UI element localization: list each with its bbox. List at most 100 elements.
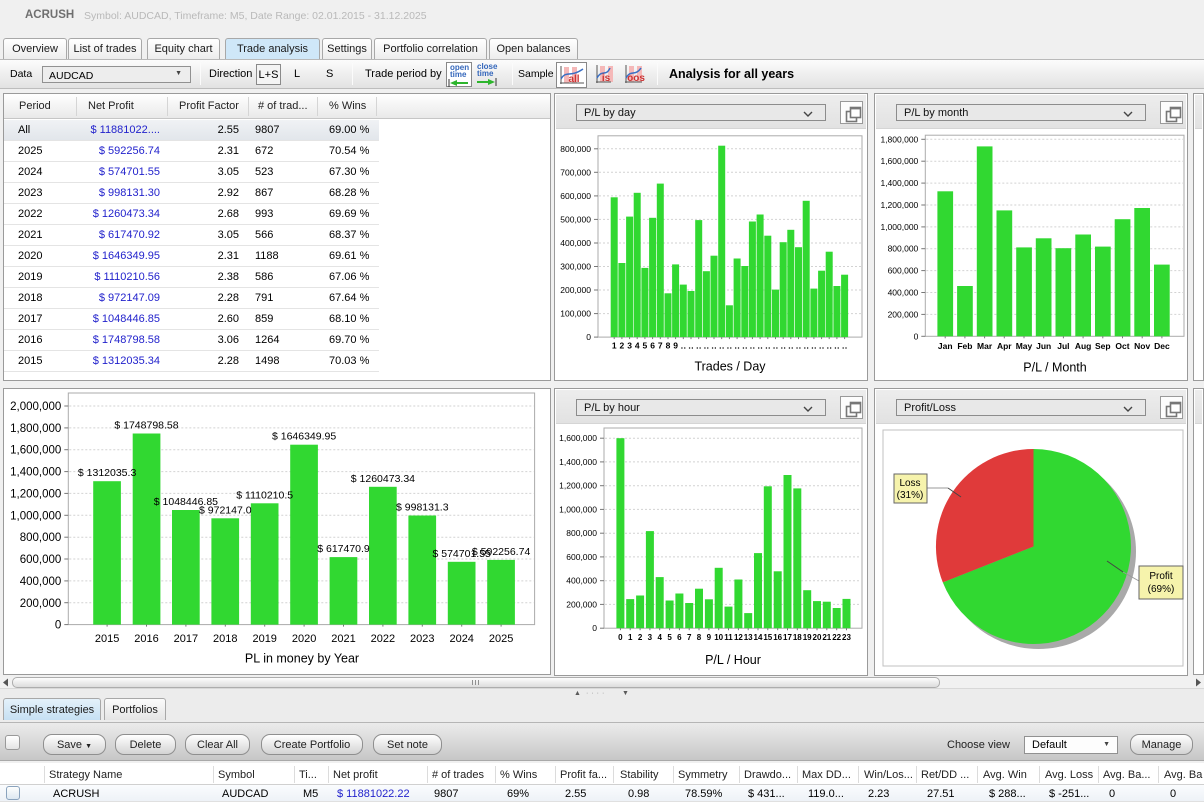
svg-text:10: 10 [714, 633, 723, 642]
svg-text:1,200,000: 1,200,000 [559, 481, 597, 491]
svg-text:400,000: 400,000 [566, 576, 597, 586]
svg-text:2018: 2018 [213, 633, 237, 645]
svg-text:100,000: 100,000 [560, 309, 591, 319]
svg-text:‥: ‥ [696, 341, 702, 351]
svg-text:15: 15 [763, 633, 772, 642]
svg-text:‥: ‥ [734, 341, 740, 351]
svg-text:9: 9 [707, 633, 712, 642]
svg-text:700,000: 700,000 [560, 167, 591, 177]
svg-text:‥: ‥ [688, 341, 694, 351]
svg-text:400,000: 400,000 [888, 288, 919, 298]
svg-text:2020: 2020 [292, 633, 316, 645]
svg-text:400,000: 400,000 [560, 238, 591, 248]
svg-text:1,600,000: 1,600,000 [559, 433, 597, 443]
svg-text:1,800,000: 1,800,000 [10, 423, 61, 435]
svg-text:$ 1748798.58: $ 1748798.58 [114, 420, 178, 432]
svg-text:1,000,000: 1,000,000 [10, 510, 61, 522]
svg-text:18: 18 [793, 633, 802, 642]
svg-text:Apr: Apr [997, 341, 1012, 351]
svg-text:3: 3 [627, 341, 632, 351]
svg-text:1,400,000: 1,400,000 [559, 457, 597, 467]
svg-text:800,000: 800,000 [566, 528, 597, 538]
svg-text:‥: ‥ [757, 341, 763, 351]
svg-text:‥: ‥ [727, 341, 733, 351]
svg-text:Profit: Profit [1149, 571, 1173, 582]
svg-text:2022: 2022 [371, 633, 395, 645]
svg-text:$ 1110210.5: $ 1110210.5 [236, 489, 293, 501]
svg-text:0: 0 [618, 633, 623, 642]
svg-text:2024: 2024 [449, 633, 473, 645]
svg-text:800,000: 800,000 [20, 532, 62, 544]
svg-text:all: all [568, 74, 579, 85]
svg-text:‥: ‥ [719, 341, 725, 351]
svg-text:‥: ‥ [704, 341, 710, 351]
svg-text:‥: ‥ [711, 341, 717, 351]
svg-text:0: 0 [592, 623, 597, 633]
svg-text:7: 7 [658, 341, 663, 351]
svg-text:14: 14 [754, 633, 763, 642]
svg-text:‥: ‥ [796, 341, 802, 351]
svg-text:2016: 2016 [134, 633, 158, 645]
svg-text:7: 7 [687, 633, 692, 642]
svg-text:‥: ‥ [811, 341, 817, 351]
svg-text:19: 19 [803, 633, 812, 642]
svg-text:6: 6 [677, 633, 682, 642]
svg-text:$ 1312035.3: $ 1312035.3 [78, 467, 137, 479]
svg-text:400,000: 400,000 [20, 576, 62, 588]
svg-text:‥: ‥ [773, 341, 779, 351]
svg-text:1: 1 [628, 633, 633, 642]
svg-text:‥: ‥ [826, 341, 832, 351]
svg-text:2017: 2017 [174, 633, 198, 645]
svg-text:$ 1646349.95: $ 1646349.95 [272, 431, 336, 443]
svg-text:12: 12 [734, 633, 743, 642]
svg-text:$ 574701.55: $ 574701.55 [432, 548, 491, 560]
svg-text:2: 2 [620, 341, 625, 351]
svg-text:‥: ‥ [788, 341, 794, 351]
svg-text:(69%): (69%) [1148, 584, 1175, 595]
svg-text:$ 592256.74: $ 592256.74 [472, 546, 531, 558]
svg-text:200,000: 200,000 [888, 309, 919, 319]
svg-text:Dec: Dec [1154, 341, 1170, 351]
svg-text:800,000: 800,000 [888, 244, 919, 254]
svg-text:600,000: 600,000 [566, 552, 597, 562]
svg-text:300,000: 300,000 [560, 262, 591, 272]
svg-text:Nov: Nov [1134, 341, 1150, 351]
svg-text:200,000: 200,000 [566, 599, 597, 609]
svg-text:1: 1 [612, 341, 617, 351]
svg-text:PL in money by Year: PL in money by Year [245, 651, 359, 665]
svg-text:200,000: 200,000 [20, 598, 62, 610]
svg-text:P/L / Hour: P/L / Hour [705, 653, 761, 667]
svg-text:Trades / Day: Trades / Day [694, 360, 766, 374]
svg-text:‥: ‥ [819, 341, 825, 351]
svg-text:4: 4 [635, 341, 640, 351]
svg-text:Jun: Jun [1036, 341, 1051, 351]
svg-text:2021: 2021 [331, 633, 355, 645]
svg-text:17: 17 [783, 633, 792, 642]
svg-text:600,000: 600,000 [888, 266, 919, 276]
svg-text:‥: ‥ [750, 341, 756, 351]
svg-text:2: 2 [638, 633, 643, 642]
svg-text:22: 22 [832, 633, 841, 642]
svg-text:16: 16 [773, 633, 782, 642]
svg-text:$ 972147.0: $ 972147.0 [199, 504, 252, 516]
svg-text:‥: ‥ [765, 341, 771, 351]
svg-text:$ 998131.3: $ 998131.3 [396, 502, 449, 514]
svg-text:0: 0 [586, 332, 591, 342]
svg-text:$ 1048446.85: $ 1048446.85 [154, 496, 218, 508]
svg-text:‥: ‥ [834, 341, 840, 351]
svg-text:6: 6 [650, 341, 655, 351]
svg-text:Sep: Sep [1095, 341, 1111, 351]
svg-text:Oct: Oct [1115, 341, 1129, 351]
svg-text:2,000,000: 2,000,000 [10, 401, 61, 413]
svg-text:0: 0 [914, 331, 919, 341]
svg-text:11: 11 [724, 633, 733, 642]
svg-text:3: 3 [648, 633, 653, 642]
svg-text:$ 617470.9: $ 617470.9 [317, 543, 370, 555]
svg-text:P/L / Month: P/L / Month [1023, 361, 1087, 375]
svg-text:‥: ‥ [680, 341, 686, 351]
svg-text:‥: ‥ [780, 341, 786, 351]
svg-text:200,000: 200,000 [560, 285, 591, 295]
svg-text:13: 13 [744, 633, 753, 642]
svg-text:(31%): (31%) [897, 490, 924, 501]
svg-text:600,000: 600,000 [560, 191, 591, 201]
